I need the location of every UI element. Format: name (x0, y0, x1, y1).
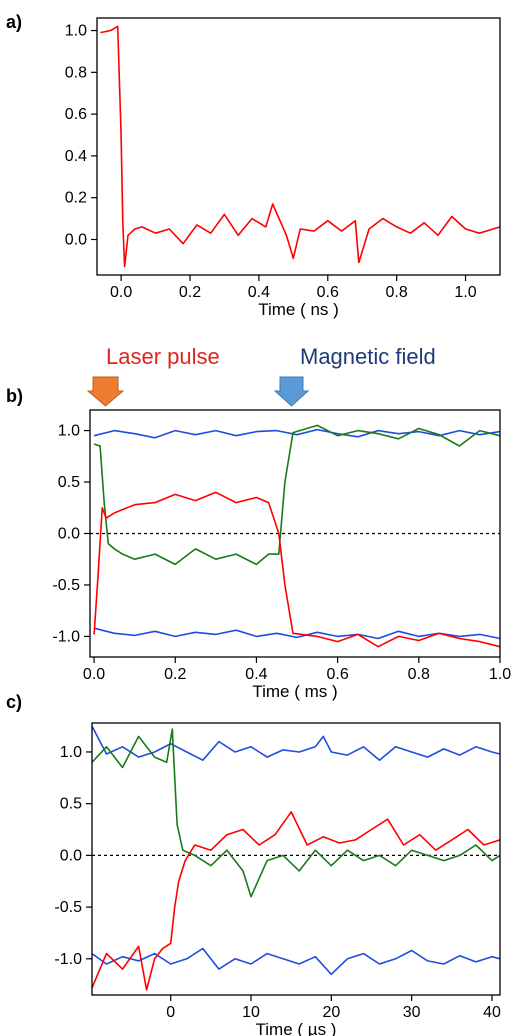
y-tick-label: 0.5 (58, 474, 80, 491)
y-tick-label: -1.0 (52, 628, 80, 645)
x-tick-label: 0 (166, 1004, 175, 1021)
plot-frame (91, 722, 501, 996)
x-tick-label: 0.8 (386, 284, 408, 301)
y-tick-label: 0.4 (65, 148, 87, 165)
series-line-1 (100, 25, 501, 268)
x-tick-label: 0.8 (408, 666, 430, 683)
y-tick-label: 0.6 (65, 106, 87, 123)
panel-label-b: b) (6, 386, 23, 406)
x-tick-label: 1.0 (454, 284, 476, 301)
y-tick-label: 0.0 (58, 526, 80, 543)
x-tick-label: 0.2 (164, 666, 186, 683)
x-tick-label: 0.6 (326, 666, 348, 683)
y-tick-label: 1.0 (58, 423, 80, 440)
laser-pulse-annotation: Laser pulse (106, 344, 220, 369)
x-tick-label: 0.0 (110, 284, 132, 301)
x-tick-label: 0.4 (245, 666, 267, 683)
y-tick-label: 0.5 (60, 796, 82, 813)
y-tick-label: -0.5 (54, 899, 82, 916)
x-tick-label: 0.0 (83, 666, 105, 683)
magnetic-field-annotation: Magnetic field (300, 344, 436, 369)
x-tick-label: 0.4 (248, 284, 270, 301)
series-line-4 (91, 811, 501, 991)
series-line-4 (93, 491, 501, 648)
series-line-3 (91, 728, 501, 898)
y-tick-label: -0.5 (52, 577, 80, 594)
series-line-2 (91, 947, 501, 976)
laser-pulse-arrow-icon (86, 376, 125, 407)
panel-c-chart: 0 10 20 30 40 -1.0 -0.5 0.0 0.5 1.0 Time ( µs ) (54, 722, 501, 1036)
x-tick-label: 10 (242, 1004, 260, 1021)
panel-b-chart: 0.0 0.2 0.4 0.6 0.8 1.0 -1.0 -0.5 0.0 0.5 1.0 Time … (52, 409, 511, 701)
y-tick-label: 1.0 (60, 744, 82, 761)
series-line-1 (93, 428, 501, 439)
series-line-2 (93, 627, 501, 640)
x-tick-label: 0.2 (179, 284, 201, 301)
x-tick-label: 20 (322, 1004, 340, 1021)
x-tick-label: 0.6 (317, 284, 339, 301)
y-tick-label: 0.2 (65, 190, 87, 207)
panel-label-c: c) (6, 692, 22, 712)
x-tick-label: 30 (403, 1004, 421, 1021)
x-tick-label: 40 (483, 1004, 501, 1021)
y-tick-label: 0.8 (65, 64, 87, 81)
series-line-1 (91, 725, 501, 762)
y-tick-label: 0.0 (65, 231, 87, 248)
magnetic-field-arrow-icon (273, 376, 310, 407)
x-axis-title: Time ( ns ) (258, 300, 339, 319)
panel-label-a: a) (6, 12, 22, 32)
x-axis-title: Time ( µs ) (256, 1020, 337, 1036)
y-tick-label: -1.0 (54, 951, 82, 968)
y-tick-label: 1.0 (65, 23, 87, 40)
series-line-3 (93, 424, 501, 566)
panel-a-chart: 0.0 0.2 0.4 0.6 0.8 1.0 0.0 0.2 0.4 0.6 0.8 1.0 Time… (65, 17, 501, 319)
x-tick-label: 1.0 (489, 666, 511, 683)
y-tick-label: 0.0 (60, 847, 82, 864)
x-axis-title: Time ( ms ) (252, 682, 337, 701)
plot-frame (96, 17, 501, 276)
